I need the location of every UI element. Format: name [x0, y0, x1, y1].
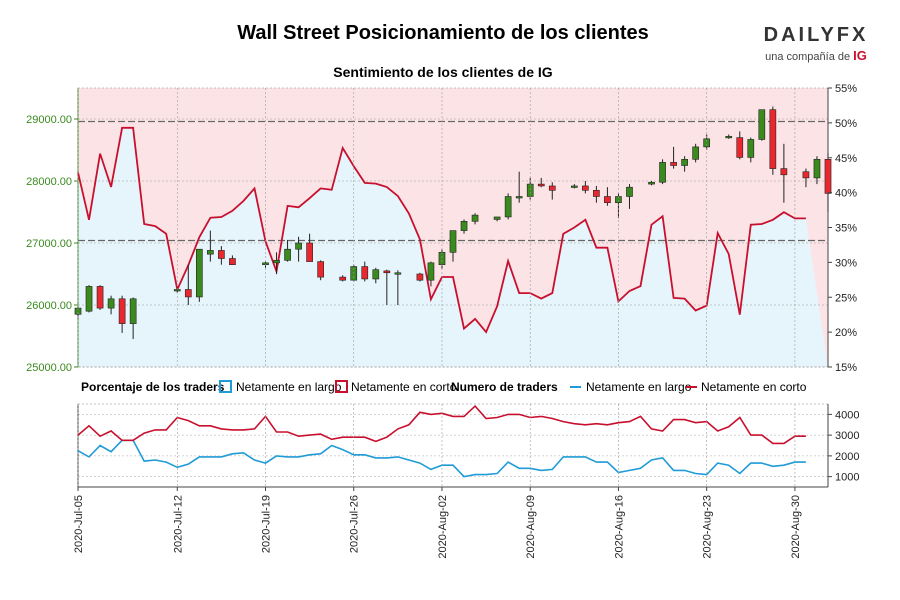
legend-num-title: Numero de traders: [451, 380, 558, 394]
candle-body: [681, 159, 688, 166]
candle-body: [648, 181, 655, 185]
candle-body: [824, 159, 832, 194]
candle-body: [284, 248, 291, 261]
ig-logo: IG: [853, 48, 867, 63]
x-tick-label: 2020-Jul-19: [261, 495, 273, 553]
candle-body: [273, 260, 280, 264]
brand-logo: DAILYFX una compañía de IG: [756, 24, 876, 63]
candle-body: [416, 273, 424, 281]
candle-body: [471, 214, 479, 222]
price-tick-label: 29000.00: [26, 114, 72, 126]
candle-body: [118, 298, 126, 324]
candle-body: [670, 162, 677, 166]
candle-body: [593, 190, 600, 197]
candle-body: [780, 168, 788, 176]
count-panel: 1000 2000 3000 4000: [77, 403, 859, 488]
candle-body: [383, 270, 391, 274]
candle-body: [460, 221, 468, 231]
candle-body: [218, 250, 225, 259]
candle-body: [813, 159, 821, 179]
candle-body: [96, 286, 104, 309]
candle-body: [317, 261, 324, 278]
pct-tick-label: 45%: [835, 153, 857, 165]
legend-pct-title: Porcentaje de los traders: [81, 380, 225, 394]
pct-tick-label: 55%: [835, 83, 857, 95]
candle-body: [692, 146, 699, 160]
candle-body: [295, 242, 302, 250]
candle-body: [85, 286, 93, 312]
candle-body: [394, 272, 402, 275]
candle-body: [361, 266, 369, 280]
candle-body: [548, 185, 556, 191]
dailyfx-wordmark: DAILYFX: [763, 24, 869, 46]
candle-body: [306, 242, 313, 262]
count-tick-label: 1000: [835, 472, 859, 484]
count-tick-label: 3000: [835, 430, 859, 442]
pct-tick-label: 50%: [835, 118, 857, 130]
pct-tick-label: 35%: [835, 223, 857, 235]
brand-tagline: una compañía de IG: [756, 48, 876, 63]
candle-body: [449, 230, 457, 253]
candle-body: [582, 185, 589, 191]
x-tick-label: 2020-Jul-12: [172, 495, 184, 553]
candle-body: [372, 269, 380, 280]
x-tick-label: 2020-Aug-23: [702, 495, 714, 559]
candle-body: [229, 258, 236, 265]
candle-body: [184, 289, 192, 298]
legend-num-long-label: Netamente en largo: [586, 380, 692, 394]
count-tick-label: 4000: [835, 409, 859, 421]
legend-pct-short-label: Netamente en corto: [351, 380, 457, 394]
x-tick-label: 2020-Aug-16: [613, 495, 625, 559]
count-tick-label: 2000: [835, 451, 859, 463]
candle-body: [438, 252, 446, 266]
x-tick-label: 2020-Jul-26: [349, 495, 361, 553]
legend-pct-long-label: Netamente en largo: [236, 380, 342, 394]
candle-body: [570, 185, 578, 188]
legend: Porcentaje de los traders Netamente en l…: [81, 380, 807, 394]
candle-body: [736, 137, 744, 158]
price-tick-label: 26000.00: [26, 300, 72, 312]
x-axis: 2020-Jul-05 2020-Jul-12 2020-Jul-19 2020-Ju…: [73, 486, 828, 559]
candle-body: [493, 216, 501, 220]
candle-body: [515, 196, 523, 199]
candle-body: [758, 109, 766, 140]
candle-body: [802, 171, 810, 179]
candle-body: [747, 139, 755, 158]
candle-body: [703, 138, 711, 148]
candle-body: [626, 186, 633, 197]
candle-body: [504, 196, 512, 218]
price-tick-label: 27000.00: [26, 238, 72, 250]
main-panel: 25000.00 26000.00 27000.00 28000.00 29000.00…: [26, 83, 857, 374]
chart-subtitle: Sentimiento de los clientes de IG: [333, 64, 553, 80]
x-tick-label: 2020-Aug-09: [525, 495, 537, 559]
candle-body: [427, 262, 435, 281]
candle-body: [659, 162, 666, 183]
x-tick-label: 2020-Jul-05: [73, 495, 85, 553]
candle-body: [537, 183, 545, 187]
x-tick-label: 2020-Aug-02: [437, 495, 449, 559]
x-tick-label: 2020-Aug-30: [790, 495, 802, 559]
candle-body: [129, 298, 137, 324]
price-tick-label: 28000.00: [26, 176, 72, 188]
long-area-fill: [78, 127, 828, 367]
pct-tick-label: 25%: [835, 292, 857, 304]
candle-body: [769, 109, 777, 169]
legend-pct-long-swatch: [219, 380, 232, 393]
legend-num-short-label: Netamente en corto: [701, 380, 807, 394]
candle-body: [604, 196, 611, 203]
brand-tagline-text: una compañía de: [765, 51, 851, 63]
price-tick-label: 25000.00: [26, 362, 72, 374]
candle-body: [339, 276, 347, 281]
legend-pct-short-swatch: [335, 380, 348, 393]
pct-tick-label: 20%: [835, 327, 857, 339]
candle-body: [725, 136, 733, 139]
pct-tick-label: 30%: [835, 257, 857, 269]
chart-title: Wall Street Posicionamiento de los clien…: [237, 22, 649, 44]
candle-body: [207, 250, 214, 255]
pct-tick-label: 40%: [835, 188, 857, 200]
candle-body: [107, 298, 115, 309]
candle-body: [195, 248, 203, 298]
pct-tick-label: 15%: [835, 362, 857, 374]
